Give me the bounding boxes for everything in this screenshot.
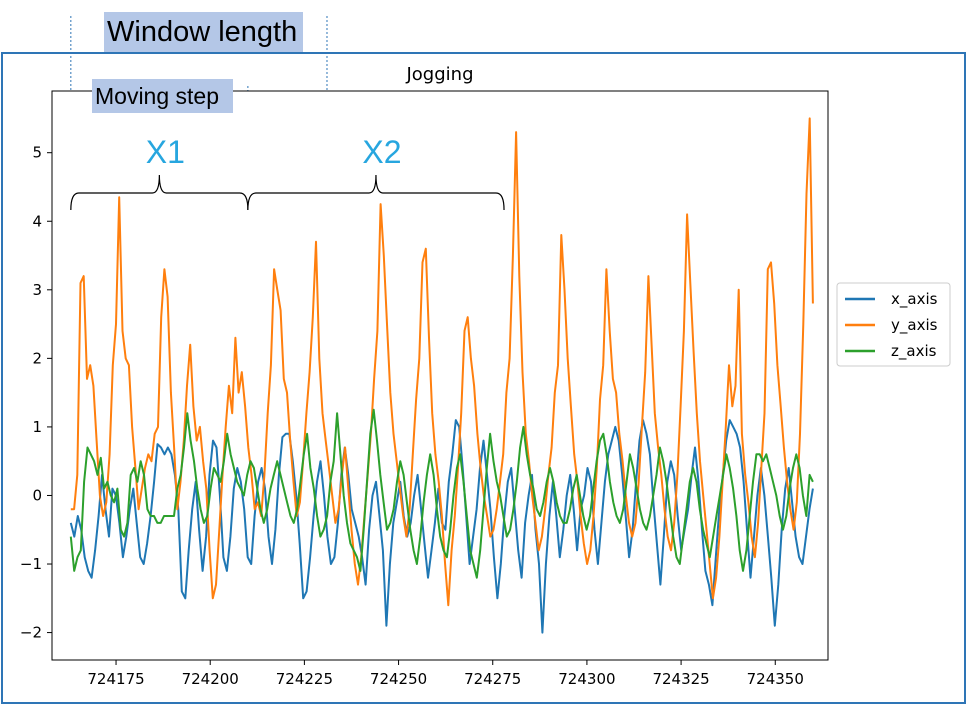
y-tick-label: 2 [32,349,42,367]
series-lines [69,117,814,634]
legend-box [836,282,951,367]
y-tick-label: 3 [32,281,42,299]
moving-step-label: Moving step [92,79,234,113]
x-tick-label: 724325 [652,670,709,688]
y-tick-label: 0 [32,486,42,504]
y-tick-label: 4 [32,212,42,230]
x-tick-label: 724350 [747,670,804,688]
brace-x1 [70,174,249,211]
window-label-x2: X2 [362,134,401,170]
series-line-y_axis [70,117,814,607]
legend-label: y_axis [891,316,938,335]
x-axis-ticks: 724175 724200 724225 724250 724275 724300 7243… [87,660,804,688]
chart-title: Jogging [405,64,473,85]
window-label-x1: X1 [146,134,185,170]
legend-label: x_axis [891,290,938,309]
window-braces: X1 X2 [70,134,505,211]
y-tick-label: −1 [20,555,42,573]
figure-frame [1,52,966,704]
legend: x_axis y_axis z_axis [836,282,951,367]
x-tick-label: 724275 [464,670,521,688]
series-line-z_axis [69,408,814,579]
x-tick-label: 724175 [87,670,144,688]
x-tick-label: 724225 [276,670,333,688]
y-tick-label: 5 [32,144,42,162]
brace-x2 [247,174,505,211]
window-length-label: Window length [104,12,304,52]
y-axis-ticks: −2 −1 0 1 2 3 4 5 [20,144,52,642]
x-tick-label: 724300 [558,670,615,688]
legend-label: z_axis [891,342,937,361]
x-tick-label: 724200 [182,670,239,688]
y-tick-label: −2 [20,624,42,642]
y-tick-label: 1 [32,418,42,436]
x-tick-label: 724250 [370,670,427,688]
